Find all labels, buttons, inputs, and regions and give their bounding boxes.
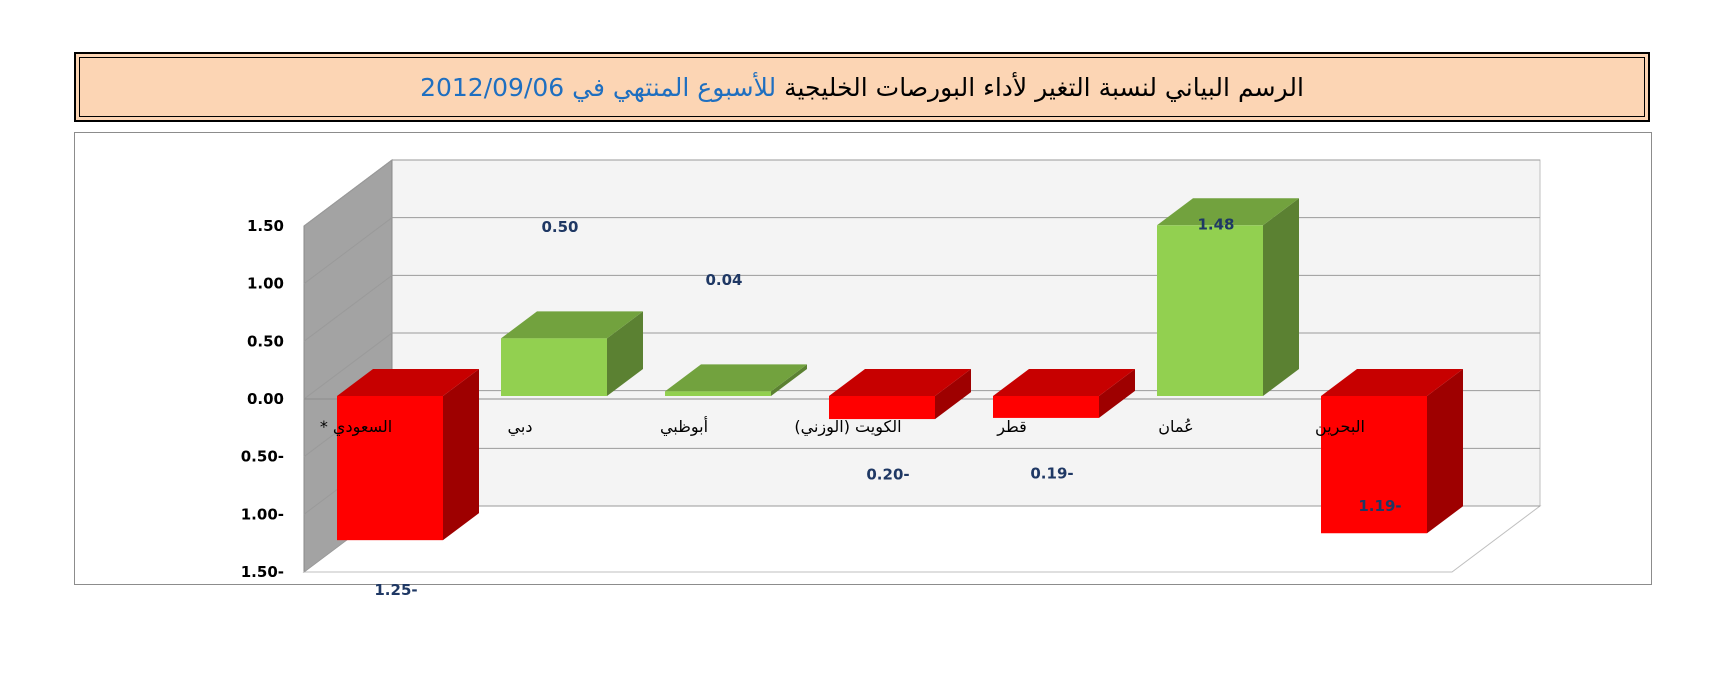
bar bbox=[1321, 396, 1427, 534]
data-label: 0.04 bbox=[705, 271, 742, 289]
data-label: 1.25- bbox=[374, 581, 417, 599]
bar-top bbox=[829, 369, 971, 396]
bar bbox=[665, 391, 771, 396]
y-tick-label: 0.50- bbox=[241, 448, 284, 466]
category-label: عُمان bbox=[1158, 417, 1193, 436]
category-label: قطر bbox=[996, 417, 1027, 437]
category-label: الكويت (الوزني) bbox=[794, 417, 901, 437]
bar-side bbox=[1099, 369, 1135, 418]
category-label: السعودي * bbox=[320, 417, 392, 437]
bar-side bbox=[1263, 198, 1299, 396]
gridline bbox=[303, 217, 1540, 285]
y-tick-label: 1.50 bbox=[247, 217, 284, 235]
bar-top bbox=[665, 364, 807, 392]
bar bbox=[501, 338, 607, 396]
chart-title-main: الرسم البياني لنسبة التغير لأداء البورصا… bbox=[784, 72, 1304, 102]
bar-top bbox=[1157, 198, 1299, 226]
y-tick-label: 0.50 bbox=[247, 332, 284, 350]
data-label: 0.19- bbox=[1030, 465, 1073, 483]
y-tick-label: 1.00 bbox=[247, 275, 284, 293]
chart-title-box: الرسم البياني لنسبة التغير لأداء البورصا… bbox=[74, 52, 1650, 122]
y-tick-label: 1.50- bbox=[241, 563, 284, 581]
bar-top bbox=[1321, 369, 1463, 396]
category-label: أبوظبي bbox=[660, 416, 708, 437]
data-label: 0.20- bbox=[866, 466, 909, 484]
data-label: 1.48 bbox=[1197, 215, 1234, 233]
bar-side bbox=[771, 364, 807, 396]
bar bbox=[993, 396, 1099, 418]
bar bbox=[829, 396, 935, 420]
chart-title: الرسم البياني لنسبة التغير لأداء البورصا… bbox=[420, 73, 1304, 102]
bar-top bbox=[993, 369, 1135, 396]
category-label: البحرين bbox=[1315, 417, 1365, 437]
bar-side bbox=[935, 369, 971, 420]
category-label: دبي bbox=[508, 417, 533, 437]
chart-title-date: 2012/09/06 bbox=[420, 72, 565, 102]
bar bbox=[337, 396, 443, 541]
bar bbox=[1157, 225, 1263, 396]
bar-side bbox=[443, 369, 479, 541]
bar-top bbox=[337, 369, 479, 396]
gridline bbox=[303, 159, 1540, 227]
y-tick-label: 0.00 bbox=[247, 390, 284, 408]
chart-title-period: للأسبوع المنتهي في bbox=[572, 72, 777, 102]
bar-side bbox=[1427, 369, 1463, 534]
y-tick-label: 1.00- bbox=[241, 505, 284, 523]
bar-top bbox=[501, 311, 643, 339]
data-label: 0.50 bbox=[541, 218, 578, 236]
bar-side bbox=[607, 311, 643, 396]
data-label: 1.19- bbox=[1358, 497, 1401, 515]
